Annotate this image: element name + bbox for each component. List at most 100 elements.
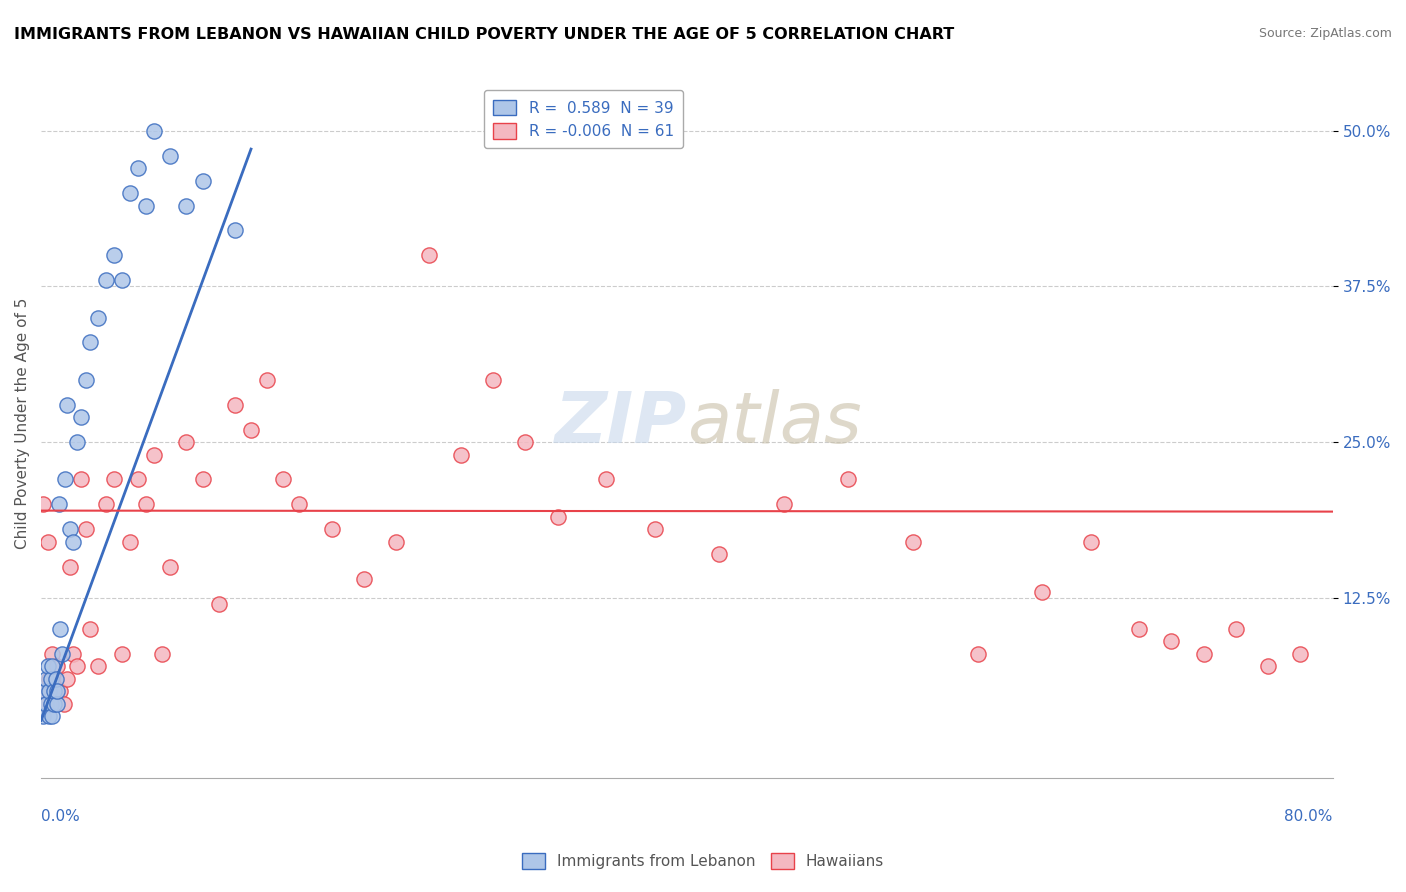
Point	[1080, 534, 1102, 549]
Point	[66, 435, 89, 450]
Point	[901, 534, 924, 549]
Text: atlas: atlas	[688, 389, 862, 458]
Point	[86, 659, 108, 673]
Text: IMMIGRANTS FROM LEBANON VS HAWAIIAN CHILD POVERTY UNDER THE AGE OF 5 CORRELATION: IMMIGRANTS FROM LEBANON VS HAWAIIAN CHIL…	[14, 27, 955, 42]
Point	[595, 473, 617, 487]
Point	[62, 647, 84, 661]
Point	[547, 509, 569, 524]
Point	[208, 597, 231, 611]
Point	[37, 659, 59, 673]
Point	[118, 186, 141, 200]
Point	[56, 398, 79, 412]
Point	[41, 647, 63, 661]
Point	[41, 659, 63, 673]
Point	[143, 448, 166, 462]
Point	[772, 497, 794, 511]
Point	[224, 398, 246, 412]
Point	[39, 697, 62, 711]
Point	[38, 709, 60, 723]
Point	[103, 473, 125, 487]
Point	[53, 473, 76, 487]
Point	[46, 684, 69, 698]
Point	[385, 534, 408, 549]
Point	[42, 697, 65, 711]
Point	[66, 659, 89, 673]
Point	[1192, 647, 1215, 661]
Point	[111, 647, 134, 661]
Legend: R =  0.589  N = 39, R = -0.006  N = 61: R = 0.589 N = 39, R = -0.006 N = 61	[484, 90, 683, 148]
Point	[45, 672, 67, 686]
Point	[966, 647, 988, 661]
Point	[59, 559, 82, 574]
Text: ZIP: ZIP	[555, 389, 688, 458]
Point	[48, 497, 70, 511]
Point	[79, 335, 101, 350]
Point	[118, 534, 141, 549]
Point	[1128, 622, 1150, 636]
Point	[86, 310, 108, 325]
Point	[46, 697, 69, 711]
Point	[56, 672, 79, 686]
Point	[38, 684, 60, 698]
Point	[191, 173, 214, 187]
Point	[35, 697, 58, 711]
Point	[271, 473, 294, 487]
Point	[288, 497, 311, 511]
Point	[42, 684, 65, 698]
Point	[127, 473, 149, 487]
Point	[418, 248, 440, 262]
Point	[644, 522, 666, 536]
Point	[1225, 622, 1247, 636]
Point	[79, 622, 101, 636]
Point	[150, 647, 173, 661]
Point	[70, 473, 93, 487]
Point	[49, 684, 72, 698]
Point	[240, 423, 263, 437]
Point	[111, 273, 134, 287]
Text: 80.0%: 80.0%	[1285, 809, 1333, 824]
Point	[515, 435, 537, 450]
Point	[135, 198, 157, 212]
Point	[49, 622, 72, 636]
Point	[159, 559, 181, 574]
Point	[224, 223, 246, 237]
Point	[42, 672, 65, 686]
Point	[46, 659, 69, 673]
Point	[127, 161, 149, 176]
Point	[176, 198, 198, 212]
Point	[353, 572, 375, 586]
Point	[1031, 584, 1053, 599]
Point	[39, 684, 62, 698]
Point	[1289, 647, 1312, 661]
Y-axis label: Child Poverty Under the Age of 5: Child Poverty Under the Age of 5	[15, 298, 30, 549]
Point	[256, 373, 278, 387]
Point	[103, 248, 125, 262]
Point	[709, 547, 731, 561]
Point	[52, 697, 75, 711]
Point	[34, 684, 56, 698]
Point	[35, 697, 58, 711]
Point	[51, 647, 73, 661]
Point	[321, 522, 343, 536]
Point	[31, 497, 53, 511]
Point	[45, 684, 67, 698]
Point	[75, 522, 97, 536]
Point	[450, 448, 472, 462]
Point	[191, 473, 214, 487]
Point	[143, 124, 166, 138]
Point	[94, 497, 117, 511]
Legend: Immigrants from Lebanon, Hawaiians: Immigrants from Lebanon, Hawaiians	[516, 847, 890, 875]
Point	[837, 473, 859, 487]
Point	[482, 373, 505, 387]
Point	[94, 273, 117, 287]
Point	[1160, 634, 1182, 648]
Point	[37, 534, 59, 549]
Text: Source: ZipAtlas.com: Source: ZipAtlas.com	[1258, 27, 1392, 40]
Point	[59, 522, 82, 536]
Point	[38, 672, 60, 686]
Point	[35, 672, 58, 686]
Point	[75, 373, 97, 387]
Point	[62, 534, 84, 549]
Point	[1257, 659, 1279, 673]
Point	[39, 672, 62, 686]
